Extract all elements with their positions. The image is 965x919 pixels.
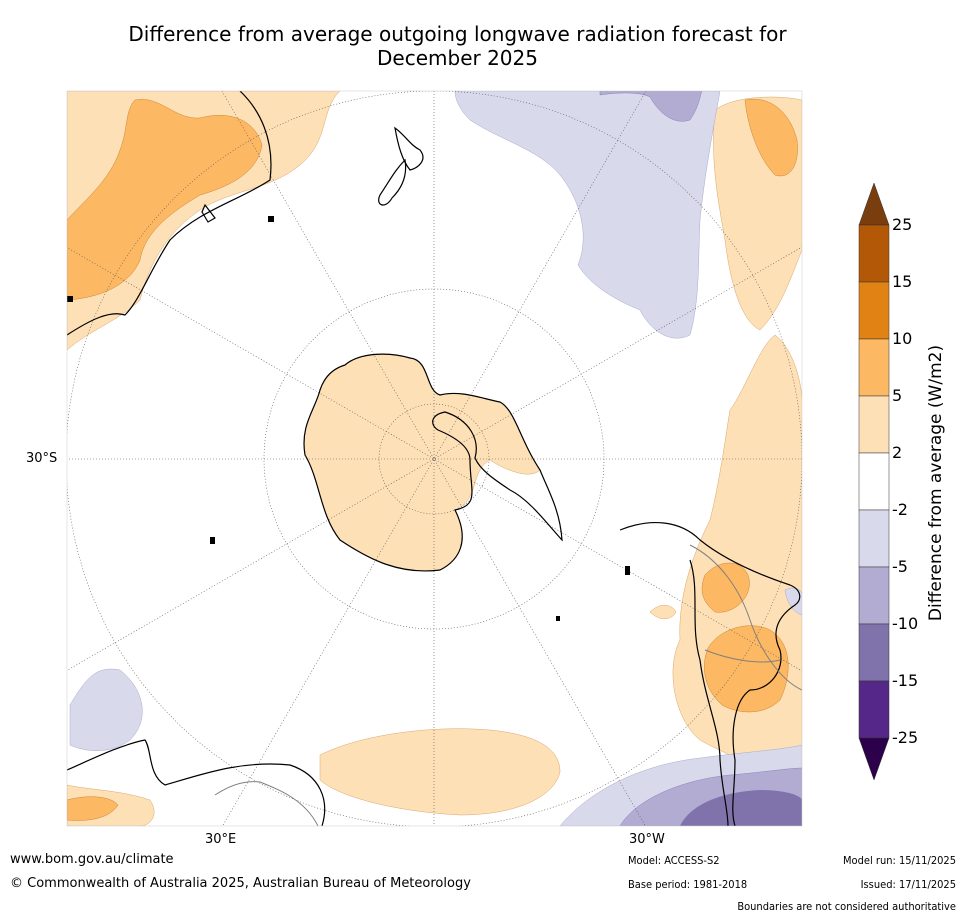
anomaly-region-islands [649,605,677,619]
lat-label: 30°S [26,451,58,466]
colorbar-title: Difference from average (W/m2) [926,344,946,622]
footer-base-period: Base period: 1981-2018 [628,878,748,891]
footer-url[interactable]: www.bom.gov.au/climate [10,852,174,867]
anomaly-region-south-africa-patch [67,796,119,821]
coastlines [67,91,801,826]
meridian-4 [222,91,647,826]
colorbar-tick-label: 10 [892,329,913,348]
border-south-america-1 [689,544,802,691]
island-4 [67,296,73,302]
colorbar-tick-label: -5 [892,557,908,576]
island-5 [268,216,274,222]
anomaly-minus-10-to-minus-15 [680,790,802,826]
colorbar-swatch [858,566,890,625]
title-line-2: December 2025 [377,46,538,70]
colorbar-tick-label: -15 [892,671,919,690]
colorbar-tick-label: -25 [892,728,919,747]
colorbar-swatch [858,224,890,283]
border-south-america-2 [704,649,781,663]
colorbar-tick-label: 5 [892,386,903,405]
island-1 [210,537,215,544]
map-border [66,90,803,827]
lon-label-30w: 30°W [629,832,665,847]
anomaly-5-to-10 [67,98,798,821]
anomaly-region-australia-west [69,668,143,751]
colorbar-swatch [858,509,890,568]
islands [67,216,630,621]
border-australia [214,781,319,826]
coast-australia [67,739,326,826]
graticule [67,91,802,826]
footer-disclaimer: Boundaries are not considered authoritat… [737,900,956,913]
island-3 [556,616,560,621]
coast-new-zealand-south [378,158,407,206]
colorbar-tick-label: 25 [892,215,913,234]
title-line-1: Difference from average outgoing longwav… [128,22,787,46]
island-2 [625,566,630,575]
anomaly-region-atlantic [744,98,798,177]
country-borders [214,544,802,826]
colorbar-swatch [858,281,890,340]
anomaly-region-south-america-south [704,625,789,713]
footer-copyright: © Commonwealth of Australia 2025, Austra… [10,876,471,891]
coast-new-zealand-north [394,126,424,171]
meridian-3 [221,91,646,826]
anomaly-region-southern-ocean [319,728,561,816]
coast-africa [67,91,272,336]
lon-label-30e: 30°E [205,832,237,847]
footer-issued: Issued: 17/11/2025 [860,878,956,891]
colorbar-extend-top [858,182,890,226]
colorbar-swatch [858,680,890,739]
footer-model: Model: ACCESS-S2 [628,854,720,867]
meridian-5 [67,247,802,672]
colorbar-swatch [858,395,890,454]
colorbar-swatch [858,452,890,511]
map-frame [67,91,802,826]
coast-madagascar [201,203,216,223]
anomaly-region-africa-core [67,99,263,301]
colorbar-swatch [858,623,890,682]
colorbar-tick-label: 2 [892,443,903,462]
coast-south-america [619,521,801,826]
colorbar-tick-label: -2 [892,500,908,519]
coast-antarctica [303,353,563,572]
coast-south-america-2 [689,559,729,826]
anomaly-region-east-edge [784,587,802,616]
colorbar-tick-label: -10 [892,614,919,633]
meridian-6 [67,246,802,671]
colorbar-swatch [858,338,890,397]
colorbar [858,182,890,781]
footer-model-run: Model run: 15/11/2025 [843,854,956,867]
anomaly-region-south-america-mid [701,562,750,613]
anomaly-region-indian-ocean [454,91,721,339]
colorbar-tick-label: 15 [892,272,913,291]
chart-title: Difference from average outgoing longwav… [60,22,855,70]
colorbar-extend-bottom [858,737,890,781]
